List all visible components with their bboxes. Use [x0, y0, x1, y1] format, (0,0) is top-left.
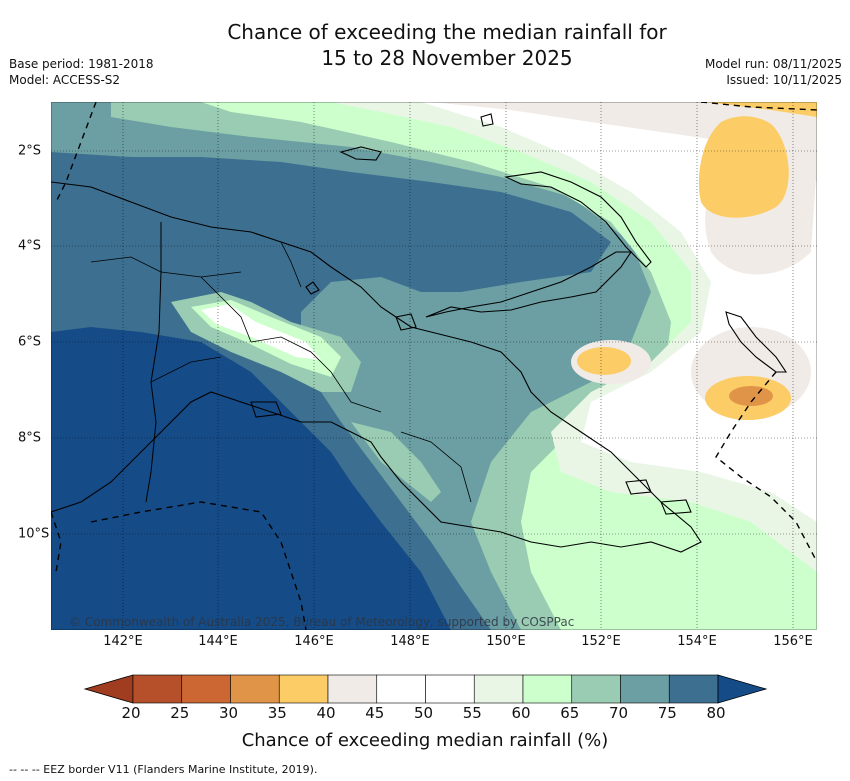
band-35-40-north: [706, 102, 817, 117]
new-guinea-coast: [51, 181, 702, 553]
colorbar-segment-60-65: [522, 674, 573, 704]
lat-tick-6s: 6°S: [18, 334, 42, 350]
colorbar-segment-30-35: [230, 674, 280, 704]
island-a: [480, 113, 494, 127]
island-b: [305, 281, 320, 295]
colorbar-label-25: 25: [170, 704, 190, 722]
colorbar-label-50: 50: [413, 704, 434, 722]
colorbar-extend-low: [83, 674, 134, 704]
island-f: [250, 401, 282, 418]
band-40-45: [431, 102, 817, 182]
lat-tick-2s: 2°S: [18, 143, 42, 159]
eez-borders: [51, 102, 817, 630]
colorbar-extend-high: [717, 674, 768, 704]
colorbar-label-75: 75: [657, 704, 677, 722]
title-line-2: 15 to 28 November 2025: [321, 46, 573, 70]
lat-tick-8s: 8°S: [18, 430, 42, 446]
eez-legend: -- -- -- EEZ border V11 (Flanders Marine…: [9, 763, 318, 776]
lon-tick-148: 148°E: [390, 634, 430, 649]
lon-tick-154: 154°E: [677, 634, 717, 649]
model-name: Model: ACCESS-S2: [9, 73, 121, 87]
colorbar-segment-25-30: [181, 674, 231, 704]
meta-right: Model run: 08/11/2025 Issued: 10/11/2025: [705, 56, 842, 88]
band-35-40-central: [577, 347, 631, 375]
colorbar-label-60: 60: [511, 704, 531, 722]
new-ireland-coast: [504, 171, 652, 268]
colorbar-label-30: 30: [218, 704, 239, 722]
colorbar-segment-70-75: [620, 674, 670, 704]
model-run: Model run: 08/11/2025: [704, 57, 842, 71]
map-frame: [51, 102, 817, 630]
colorbar-label-65: 65: [560, 704, 580, 722]
colorbar-segment-45-50: [376, 674, 426, 704]
colorbar-title: Chance of exceeding median rainfall (%): [241, 730, 609, 751]
title-line-1: Chance of exceeding the median rainfall …: [227, 20, 667, 44]
lon-tick-142: 142°E: [103, 634, 143, 649]
lat-tick-4s: 4°S: [18, 238, 42, 254]
colorbar-label-80: 80: [706, 704, 726, 722]
peninsula-patch: [351, 422, 441, 502]
lat-tick-10s: 10°S: [18, 526, 50, 542]
lon-tick-156: 156°E: [773, 634, 813, 649]
bougainville-coast: [725, 311, 788, 373]
colorbar-segment-35-40: [278, 674, 329, 704]
colorbar-label-35: 35: [267, 704, 287, 722]
colorbar: [83, 674, 768, 704]
map-attribution: © Commonwealth of Australia 2025, Bureau…: [69, 615, 574, 629]
colorbar-segment-75-80: [668, 674, 719, 704]
colorbar-segment-55-60: [473, 674, 524, 704]
coastlines: [51, 113, 788, 553]
base-period: Base period: 1981-2018: [9, 57, 154, 71]
province-borders: [90, 241, 472, 503]
lon-tick-144: 144°E: [198, 634, 238, 649]
colorbar-segment-20-25: [132, 674, 183, 704]
issued-date: Issued: 10/11/2025: [726, 73, 842, 87]
colorbar-segment-65-70: [571, 674, 621, 704]
highland-white: [201, 304, 321, 360]
colorbar-segment-50-55: [425, 674, 475, 704]
island-c: [395, 313, 417, 331]
band-35-40-ne: [698, 116, 789, 218]
colorbar-segment-40-45: [327, 674, 378, 704]
island-e: [660, 499, 692, 515]
lon-tick-146: 146°E: [294, 634, 334, 649]
colorbar-label-40: 40: [316, 704, 336, 722]
band-30-35-east: [729, 386, 773, 406]
map-title: Chance of exceeding the median rainfall …: [0, 19, 850, 71]
rainfall-map: © Commonwealth of Australia 2025, Bureau…: [51, 102, 817, 630]
manus-coast: [339, 146, 382, 161]
island-d: [625, 479, 652, 495]
colorbar-label-20: 20: [121, 704, 141, 722]
graticule: [51, 102, 817, 630]
colorbar-label-45: 45: [365, 704, 385, 722]
colorbar-label-70: 70: [608, 704, 629, 722]
colorbar-label-55: 55: [462, 704, 482, 722]
meta-left: Base period: 1981-2018 Model: ACCESS-S2: [9, 56, 154, 88]
lon-tick-152: 152°E: [581, 634, 621, 649]
lon-tick-150: 150°E: [486, 634, 526, 649]
